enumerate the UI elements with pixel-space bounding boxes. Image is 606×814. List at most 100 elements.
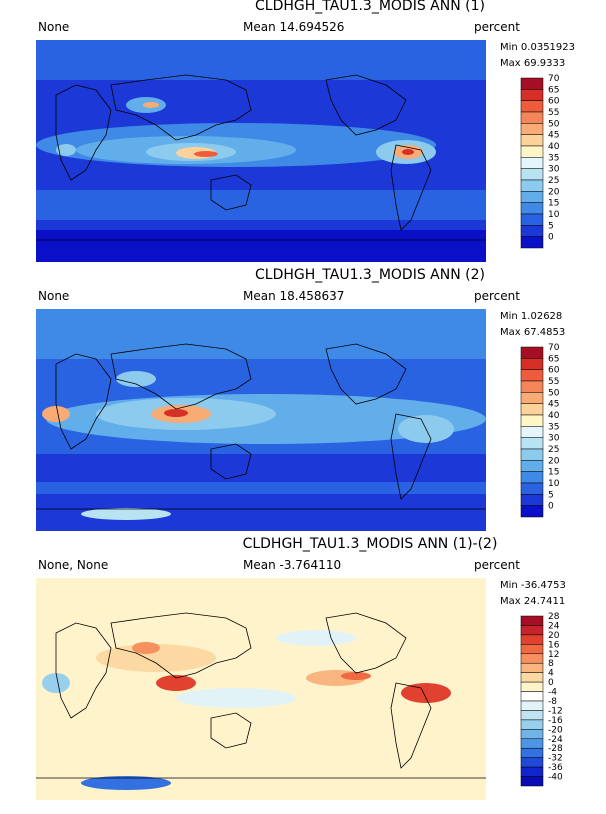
- colorbar-swatch: [520, 672, 544, 683]
- colorbar-tick-label: 16: [548, 640, 560, 650]
- colorbar-tick-label: 25: [548, 445, 559, 455]
- colorbar-swatch: [520, 644, 544, 655]
- colorbar-tick-label: 40: [548, 411, 560, 421]
- colorbar-tick-label: 4: [548, 669, 554, 679]
- units-label: percent: [474, 558, 520, 572]
- colorbar-tick-label: 10: [548, 210, 560, 220]
- colorbar-tick-label: 70: [548, 343, 560, 353]
- colorbar-swatch: [520, 392, 544, 404]
- colorbar-swatch: [520, 662, 544, 673]
- colorbar: 28 24 20 16 12 8 4 0 -4 -8 -12 -16 -20 -24 -28 -32 -36 -4…: [520, 612, 563, 796]
- panel-model-1: CLDHGH_TAU1.3_MODIS ANN (1) None Mean 14…: [0, 0, 606, 268]
- colorbar-swatch: [520, 625, 544, 636]
- colorbar-swatch: [520, 213, 544, 226]
- colorbar-swatch: [520, 766, 544, 777]
- colorbar-tick-label: -16: [548, 716, 563, 726]
- colorbar-tick-label: 5: [548, 490, 554, 500]
- colorbar-tick-label: 10: [548, 479, 560, 489]
- panel-title: CLDHGH_TAU1.3_MODIS ANN (1)-(2): [242, 536, 498, 552]
- colorbar-tick-label: 50: [548, 119, 560, 129]
- mean-value: Mean -3.764110: [243, 558, 342, 572]
- colorbar-swatch: [520, 346, 544, 359]
- colorbar-swatch: [520, 437, 544, 450]
- colorbar-tick-label: 20: [548, 187, 560, 197]
- colorbar-swatch: [520, 380, 544, 393]
- colorbar-tick-label: -24: [548, 735, 563, 745]
- colorbar-swatch: [520, 634, 544, 645]
- case-label: None, None: [38, 558, 109, 572]
- colorbar: 70 65 60 55 50 45 40 35 30 25 20 15 10 5 0: [520, 74, 560, 258]
- colorbar-tick-label: 65: [548, 85, 559, 95]
- colorbar-tick-label: -28: [548, 744, 563, 754]
- map-plot: [36, 309, 486, 531]
- mean-value: Mean 18.458637: [243, 289, 345, 303]
- colorbar-swatch: [520, 776, 544, 787]
- colorbar-swatch: [520, 460, 544, 472]
- colorbar-tick-label: 40: [548, 142, 560, 152]
- colorbar-tick-label: 28: [548, 612, 560, 622]
- colorbar-swatch: [520, 494, 544, 506]
- colorbar-swatch: [520, 653, 544, 664]
- colorbar-swatch: [520, 757, 544, 768]
- min-value: Min 0.0351923: [500, 42, 575, 53]
- colorbar-tick-label: 25: [548, 176, 559, 186]
- colorbar-swatch: [520, 729, 544, 740]
- panel-difference: CLDHGH_TAU1.3_MODIS ANN (1)-(2) None, No…: [0, 536, 606, 806]
- panel-title: CLDHGH_TAU1.3_MODIS ANN (2): [255, 267, 485, 283]
- colorbar-tick-label: 35: [548, 153, 559, 163]
- max-value: Max 67.4853: [500, 327, 566, 338]
- colorbar-swatch: [520, 225, 544, 237]
- colorbar-swatch: [520, 505, 544, 518]
- colorbar-tick-label: 60: [548, 97, 560, 107]
- colorbar-swatch: [520, 471, 544, 484]
- colorbar-tick-label: 0: [548, 502, 554, 512]
- colorbar-swatch: [520, 747, 544, 758]
- colorbar-swatch: [520, 111, 544, 124]
- colorbar-tick-label: -36: [548, 763, 563, 773]
- colorbar-tick-label: 0: [548, 233, 554, 243]
- colorbar-swatch: [520, 738, 544, 749]
- colorbar-swatch: [520, 691, 544, 702]
- colorbar-swatch: [520, 426, 544, 438]
- colorbar-tick-label: 55: [548, 108, 559, 118]
- colorbar-swatch: [520, 414, 544, 427]
- max-value: Max 24.7411: [500, 596, 566, 607]
- colorbar-tick-label: 5: [548, 221, 554, 231]
- colorbar-tick-label: 30: [548, 434, 560, 444]
- case-label: None: [38, 20, 70, 34]
- panel-model-2: CLDHGH_TAU1.3_MODIS ANN (2) None Mean 18…: [0, 267, 606, 537]
- colorbar-swatch: [520, 403, 544, 416]
- colorbar-tick-label: 20: [548, 631, 560, 641]
- colorbar-tick-label: -12: [548, 706, 563, 716]
- mean-value: Mean 14.694526: [243, 20, 345, 34]
- colorbar-tick-label: 55: [548, 377, 559, 387]
- map-plot: [36, 578, 486, 800]
- units-label: percent: [474, 289, 520, 303]
- colorbar-svg: 2824201612840-4-8-12-16-20-24-28-32-36-4…: [520, 612, 563, 787]
- colorbar-swatch: [520, 145, 544, 158]
- colorbar-tick-label: 35: [548, 422, 559, 432]
- min-value: Min -36.4753: [500, 580, 566, 591]
- colorbar-swatch: [520, 681, 544, 692]
- colorbar-tick-label: -4: [548, 688, 557, 698]
- colorbar-tick-label: 45: [548, 400, 559, 410]
- units-label: percent: [474, 20, 520, 34]
- colorbar-swatch: [520, 157, 544, 169]
- colorbar-swatch: [520, 710, 544, 721]
- colorbar-tick-label: 65: [548, 354, 559, 364]
- panel-title: CLDHGH_TAU1.3_MODIS ANN (1): [255, 0, 485, 14]
- max-value: Max 69.9333: [500, 58, 566, 69]
- colorbar-tick-label: 15: [548, 199, 559, 209]
- colorbar-tick-label: 8: [548, 659, 554, 669]
- colorbar-tick-label: -40: [548, 773, 563, 783]
- colorbar-swatch: [520, 168, 544, 181]
- colorbar-swatch: [520, 77, 544, 90]
- colorbar-swatch: [520, 89, 544, 101]
- colorbar-tick-label: 20: [548, 456, 560, 466]
- colorbar-tick-label: 70: [548, 74, 560, 84]
- colorbar-tick-label: 12: [548, 650, 559, 660]
- colorbar-swatch: [520, 100, 544, 113]
- map-plot: [36, 40, 486, 262]
